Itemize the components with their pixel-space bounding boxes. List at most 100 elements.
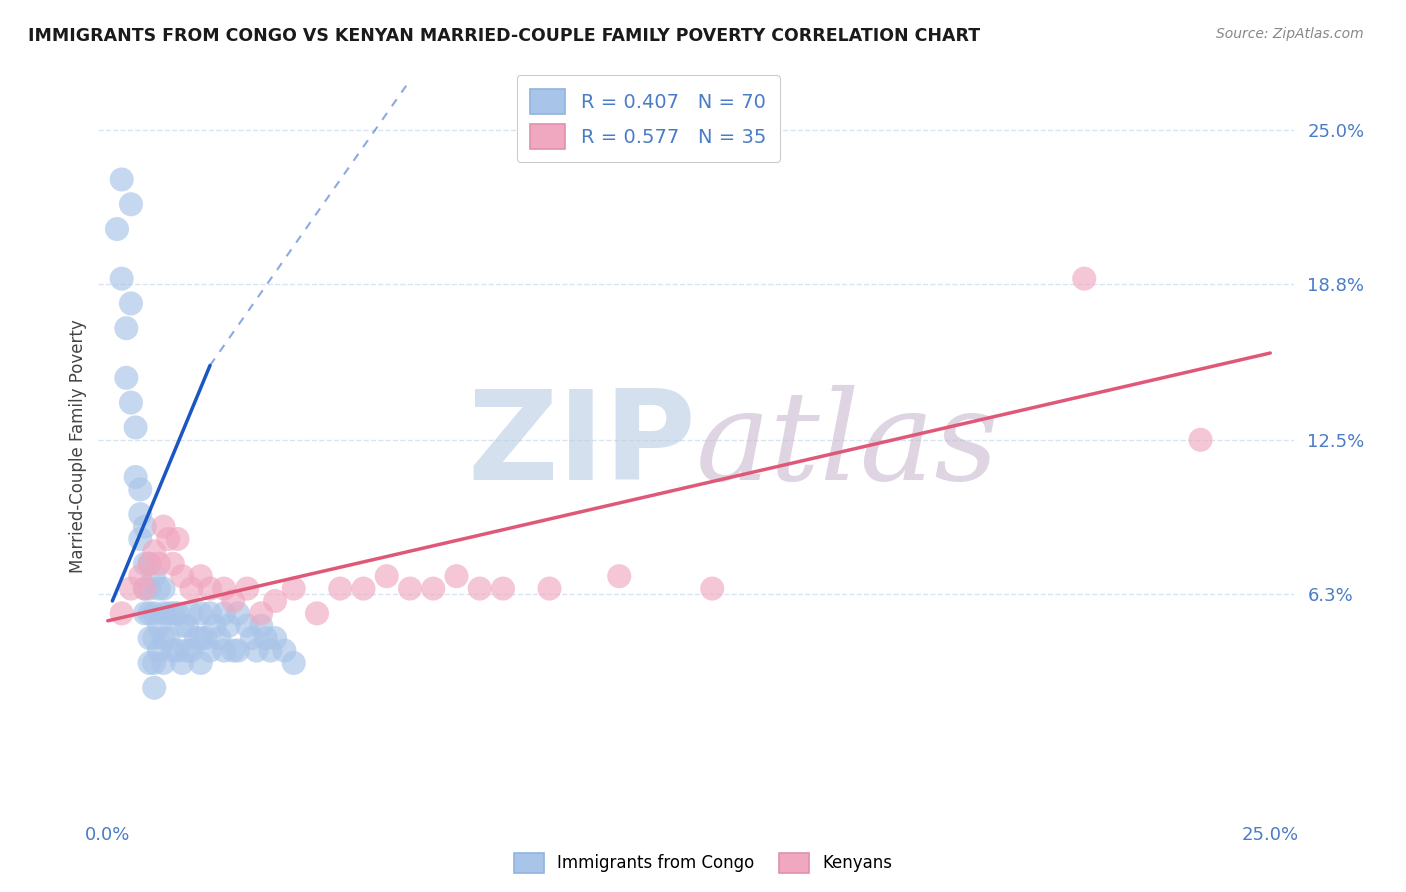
Point bbox=[245, 643, 267, 657]
Point bbox=[138, 607, 160, 621]
Point bbox=[143, 544, 166, 558]
Point bbox=[198, 582, 221, 596]
Point bbox=[152, 607, 174, 621]
Point bbox=[226, 607, 249, 621]
Point bbox=[204, 619, 226, 633]
Point bbox=[226, 643, 249, 657]
Text: ZIP: ZIP bbox=[467, 385, 696, 507]
Point bbox=[198, 607, 221, 621]
Point bbox=[124, 420, 146, 434]
Point bbox=[143, 607, 166, 621]
Point bbox=[143, 631, 166, 645]
Point bbox=[134, 557, 156, 571]
Point bbox=[180, 582, 202, 596]
Point bbox=[148, 643, 170, 657]
Point bbox=[134, 582, 156, 596]
Text: IMMIGRANTS FROM CONGO VS KENYAN MARRIED-COUPLE FAMILY POVERTY CORRELATION CHART: IMMIGRANTS FROM CONGO VS KENYAN MARRIED-… bbox=[28, 27, 980, 45]
Point bbox=[166, 532, 188, 546]
Point bbox=[115, 321, 138, 335]
Point bbox=[120, 296, 142, 310]
Point bbox=[138, 582, 160, 596]
Point bbox=[254, 631, 277, 645]
Point bbox=[148, 582, 170, 596]
Point bbox=[305, 607, 328, 621]
Point bbox=[468, 582, 491, 596]
Point bbox=[212, 607, 235, 621]
Point bbox=[111, 607, 134, 621]
Point bbox=[120, 395, 142, 409]
Point bbox=[129, 507, 152, 521]
Point bbox=[1073, 271, 1095, 285]
Point bbox=[134, 607, 156, 621]
Point bbox=[124, 470, 146, 484]
Point bbox=[143, 681, 166, 695]
Point bbox=[138, 631, 160, 645]
Point bbox=[138, 557, 160, 571]
Point bbox=[166, 643, 188, 657]
Point bbox=[283, 582, 305, 596]
Point bbox=[236, 582, 259, 596]
Point bbox=[162, 643, 184, 657]
Point bbox=[353, 582, 375, 596]
Point bbox=[152, 656, 174, 670]
Point bbox=[180, 607, 202, 621]
Point bbox=[152, 582, 174, 596]
Point bbox=[129, 569, 152, 583]
Legend: R = 0.407   N = 70, R = 0.577   N = 35: R = 0.407 N = 70, R = 0.577 N = 35 bbox=[516, 75, 780, 162]
Point bbox=[162, 557, 184, 571]
Point bbox=[190, 569, 212, 583]
Point bbox=[208, 631, 231, 645]
Point bbox=[120, 582, 142, 596]
Point bbox=[162, 607, 184, 621]
Point bbox=[176, 619, 198, 633]
Point bbox=[172, 569, 194, 583]
Point bbox=[152, 631, 174, 645]
Point bbox=[250, 607, 273, 621]
Point bbox=[375, 569, 398, 583]
Point bbox=[259, 643, 281, 657]
Point bbox=[115, 371, 138, 385]
Y-axis label: Married-Couple Family Poverty: Married-Couple Family Poverty bbox=[69, 319, 87, 573]
Point bbox=[129, 483, 152, 497]
Point bbox=[184, 631, 207, 645]
Point bbox=[157, 532, 180, 546]
Point bbox=[120, 197, 142, 211]
Point bbox=[446, 569, 468, 583]
Point bbox=[157, 607, 180, 621]
Point bbox=[222, 643, 245, 657]
Point bbox=[222, 594, 245, 608]
Text: Source: ZipAtlas.com: Source: ZipAtlas.com bbox=[1216, 27, 1364, 41]
Point bbox=[143, 656, 166, 670]
Point bbox=[264, 631, 287, 645]
Text: atlas: atlas bbox=[696, 385, 1000, 507]
Point bbox=[134, 582, 156, 596]
Point bbox=[212, 643, 235, 657]
Point bbox=[148, 619, 170, 633]
Point bbox=[218, 619, 240, 633]
Point bbox=[702, 582, 724, 596]
Point bbox=[138, 656, 160, 670]
Point bbox=[111, 271, 134, 285]
Point bbox=[152, 519, 174, 533]
Legend: Immigrants from Congo, Kenyans: Immigrants from Congo, Kenyans bbox=[508, 847, 898, 880]
Point bbox=[329, 582, 352, 596]
Point bbox=[111, 172, 134, 186]
Point bbox=[172, 619, 194, 633]
Point bbox=[250, 619, 273, 633]
Point bbox=[176, 643, 198, 657]
Point bbox=[105, 222, 128, 236]
Point bbox=[138, 557, 160, 571]
Point bbox=[143, 569, 166, 583]
Point bbox=[492, 582, 515, 596]
Point bbox=[264, 594, 287, 608]
Point bbox=[190, 607, 212, 621]
Point bbox=[538, 582, 561, 596]
Point bbox=[166, 607, 188, 621]
Point bbox=[399, 582, 422, 596]
Point bbox=[134, 519, 156, 533]
Point bbox=[212, 582, 235, 596]
Point bbox=[198, 643, 221, 657]
Point bbox=[273, 643, 295, 657]
Point bbox=[190, 656, 212, 670]
Point bbox=[607, 569, 630, 583]
